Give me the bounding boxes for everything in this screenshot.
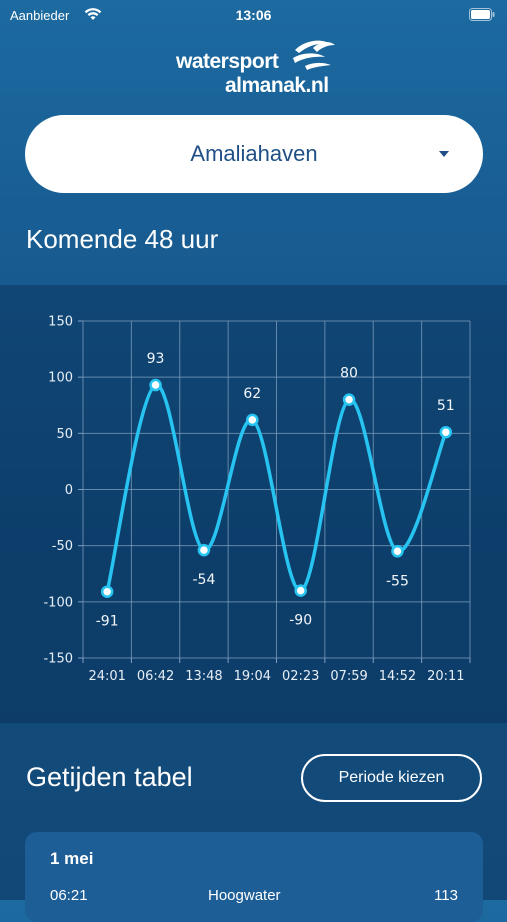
tide-data-label: 51 xyxy=(437,398,455,414)
tide-data-label: 62 xyxy=(243,386,261,402)
y-tick-label: -50 xyxy=(52,539,73,554)
x-tick-label: 02:23 xyxy=(282,669,319,684)
tide-type: Hoogwater xyxy=(208,887,281,904)
tide-data-point xyxy=(100,585,114,598)
tide-chart-panel: 150 100 50 0 -50 -100 -150 24:01 06:42 13:48 19:04… xyxy=(0,285,507,723)
battery-icon xyxy=(469,8,495,21)
x-tick-label: 19:04 xyxy=(234,669,271,684)
card-date: 1 mei xyxy=(50,849,94,868)
x-tick-label: 24:01 xyxy=(88,669,125,684)
location-selected-value: Amaliahaven xyxy=(190,141,318,166)
chevron-down-icon xyxy=(439,151,449,157)
tide-data-point xyxy=(149,378,162,392)
logo-text-line2: almanak.nl xyxy=(225,74,329,97)
x-tick-label: 06:42 xyxy=(137,669,174,684)
tide-data-point xyxy=(246,413,259,427)
tide-time: 06:21 xyxy=(50,887,88,904)
choose-period-button[interactable]: Periode kiezen xyxy=(301,754,482,802)
tide-data-point xyxy=(342,393,356,406)
y-tick-label: 150 xyxy=(48,315,73,330)
tide-data-label: -90 xyxy=(289,613,312,629)
sail-logo-icon xyxy=(293,40,335,70)
forecast-title: Komende 48 uur xyxy=(26,224,219,254)
app-logo: watersport almanak.nl xyxy=(176,36,336,98)
y-tick-label: 100 xyxy=(48,371,73,386)
tide-chart: 150 100 50 0 -50 -100 -150 24:01 06:42 13:48 19:04… xyxy=(43,315,471,684)
tide-data-point xyxy=(294,584,307,597)
location-dropdown[interactable]: Amaliahaven xyxy=(25,115,483,193)
y-tick-label: -100 xyxy=(43,595,73,610)
tide-data-point xyxy=(197,543,211,557)
x-tick-label: 07:59 xyxy=(330,669,367,684)
x-tick-label: 13:48 xyxy=(185,669,222,684)
tide-data-point xyxy=(391,545,404,558)
tide-data-label: 80 xyxy=(340,366,358,382)
tide-height: 113 xyxy=(434,887,458,904)
status-bar: Aanbieder 13:06 xyxy=(0,0,507,30)
tide-data-label: -55 xyxy=(386,573,409,589)
tide-table-title: Getijden tabel xyxy=(26,762,193,792)
status-time: 13:06 xyxy=(235,7,272,23)
wifi-icon xyxy=(84,8,102,20)
x-tick-label: 14:52 xyxy=(379,669,416,684)
logo-text-line1: watersport xyxy=(176,50,279,73)
x-tick-label: 20:11 xyxy=(427,669,464,684)
tide-day-card: 1 mei 06:21 Hoogwater 113 xyxy=(25,832,483,922)
y-tick-label: 0 xyxy=(65,483,73,498)
tide-row: 06:21 Hoogwater 113 xyxy=(50,887,458,909)
tide-data-label: -91 xyxy=(96,614,119,630)
carrier-label: Aanbieder xyxy=(10,8,70,23)
tide-data-point xyxy=(439,425,453,439)
tide-data-label: -54 xyxy=(193,572,216,588)
y-tick-label: 50 xyxy=(56,427,73,442)
tide-data-label: 93 xyxy=(147,351,165,367)
y-tick-label: -150 xyxy=(43,652,73,667)
